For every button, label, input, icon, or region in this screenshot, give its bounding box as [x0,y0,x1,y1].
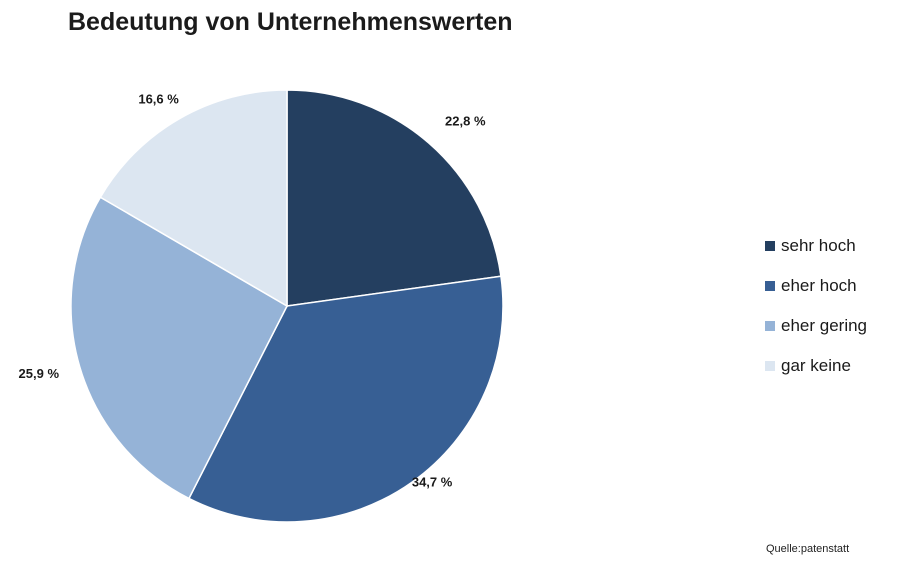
legend-swatch-icon [765,361,775,371]
legend: sehr hoch eher hoch eher gering gar kein… [765,232,867,392]
legend-swatch-icon [765,281,775,291]
legend-swatch-icon [765,321,775,331]
legend-item-eher-hoch: eher hoch [765,272,867,300]
source-note: Quelle:patenstatt [766,543,850,555]
legend-label: gar keine [781,356,851,375]
data-label-eher-hoch: 34,7 % [412,475,453,490]
pie-slice-sehr-hoch [286,89,502,307]
legend-label: eher gering [781,316,868,335]
data-label-sehr-hoch: 22,8 % [445,113,486,128]
legend-item-eher-gering: eher gering [765,312,867,340]
legend-label: sehr hoch [781,236,856,255]
pie-data-labels: 22,8 % 34,7 % 25,9 % 16,6 % [19,91,486,489]
legend-swatch-icon [765,241,775,251]
legend-item-sehr-hoch: sehr hoch [765,232,867,260]
pie-slice-eher-gering [70,196,288,500]
pie-slice-gar-keine [99,89,288,308]
pie-slices [70,89,504,523]
data-label-gar-keine: 16,6 % [138,91,179,106]
data-label-eher-gering: 25,9 % [19,366,60,381]
legend-item-gar-keine: gar keine [765,352,867,380]
pie-slice-eher-hoch [187,275,504,523]
chart-title: Bedeutung von Unternehmenswerten [68,8,513,36]
legend-label: eher hoch [781,276,857,295]
